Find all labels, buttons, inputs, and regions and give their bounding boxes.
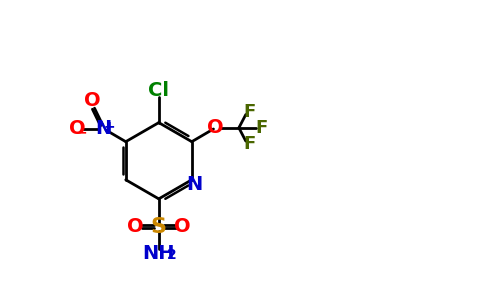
Text: Cl: Cl xyxy=(148,81,169,100)
Text: O: O xyxy=(174,217,190,236)
Text: S: S xyxy=(151,217,167,237)
Text: O: O xyxy=(84,91,101,110)
Text: F: F xyxy=(243,135,256,153)
Text: O: O xyxy=(69,119,86,139)
Text: F: F xyxy=(243,103,256,121)
Text: F: F xyxy=(256,119,268,137)
Text: O: O xyxy=(208,118,224,137)
Text: −: − xyxy=(76,125,88,140)
Text: NH: NH xyxy=(142,244,175,262)
Text: +: + xyxy=(103,120,115,134)
Text: O: O xyxy=(127,217,144,236)
Text: 2: 2 xyxy=(166,248,176,262)
Text: N: N xyxy=(96,119,112,139)
Text: N: N xyxy=(186,175,203,194)
